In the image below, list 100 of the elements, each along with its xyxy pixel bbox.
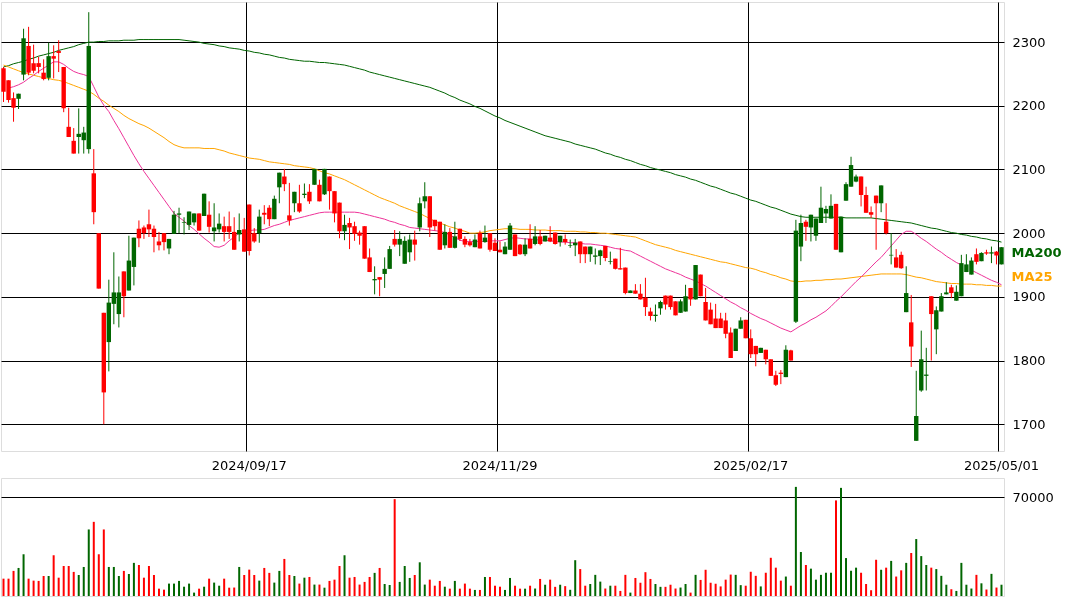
bar [609, 585, 612, 596]
y-tick-label: 1700 [1012, 416, 1046, 432]
bar [714, 583, 717, 596]
candlestick [181, 216, 187, 235]
bar [955, 590, 958, 596]
bar [624, 574, 627, 596]
bar [789, 585, 792, 596]
bar [504, 589, 507, 596]
bar [709, 582, 712, 596]
y-tick-label: 2100 [1012, 162, 1046, 177]
bar [22, 554, 25, 596]
bar [749, 571, 752, 596]
bar [719, 586, 722, 596]
bar [483, 576, 486, 596]
bar [840, 487, 843, 596]
bar [463, 583, 466, 596]
candlestick [56, 39, 61, 73]
bar [995, 587, 998, 596]
bar [37, 580, 40, 596]
bar [478, 589, 481, 596]
y-tick-label: 2000 [1012, 225, 1046, 241]
bar [398, 581, 401, 596]
bar [47, 575, 50, 596]
candlestick [387, 245, 392, 270]
bar [338, 565, 341, 596]
bar [754, 575, 757, 596]
candlestick [447, 227, 453, 249]
bar [248, 569, 251, 596]
bar [137, 564, 140, 596]
bar [799, 552, 802, 596]
bar [835, 500, 837, 596]
bar [900, 570, 903, 596]
bar [724, 579, 727, 596]
bar [970, 588, 973, 596]
candlestick [307, 183, 312, 205]
candlestick [878, 184, 884, 213]
bar [920, 556, 923, 596]
bar [263, 567, 266, 596]
bar [102, 529, 105, 596]
bar [428, 579, 431, 596]
candlestick [929, 295, 934, 362]
bar [313, 584, 316, 596]
bar [554, 586, 557, 596]
series-label: MA200 [1011, 245, 1062, 261]
bar [764, 572, 767, 596]
y-tick-label: 1800 [1012, 353, 1046, 369]
candlestick [277, 172, 282, 204]
bar [549, 579, 552, 596]
bar [639, 582, 642, 596]
bar [619, 590, 622, 596]
bar [980, 583, 983, 596]
bar [453, 580, 456, 596]
candlestick [156, 231, 162, 251]
bar [383, 584, 386, 596]
candlestick [893, 248, 899, 269]
candlestick [297, 184, 302, 214]
bar [514, 585, 517, 596]
bar [413, 574, 416, 596]
bar [644, 572, 647, 596]
bar [544, 584, 547, 596]
bar [945, 584, 948, 596]
bar [845, 558, 848, 596]
bar [183, 586, 186, 596]
bar [664, 586, 667, 596]
candlestick [161, 232, 167, 251]
bar [168, 583, 170, 596]
bar [112, 566, 115, 596]
bar [885, 567, 888, 596]
candlestick [327, 176, 332, 211]
bar [794, 486, 797, 596]
bar [850, 570, 853, 596]
bar [173, 583, 176, 596]
bar [960, 562, 963, 596]
bar [233, 587, 236, 596]
bar [509, 577, 512, 596]
bar [679, 587, 682, 596]
x-tick-label: 2024/11/29 [462, 457, 538, 473]
x-tick-label: 2025/05/01 [964, 457, 1039, 473]
candlestick [803, 219, 809, 242]
candlestick [412, 230, 417, 262]
bar [905, 562, 908, 596]
bar [328, 580, 331, 596]
candlestick [828, 193, 834, 220]
bar [769, 557, 772, 596]
bar [875, 559, 878, 596]
bar [162, 589, 165, 596]
bar [243, 574, 246, 596]
bar [283, 558, 286, 596]
bar [910, 553, 913, 596]
bar [880, 569, 883, 596]
bar [614, 585, 617, 596]
bar [819, 574, 822, 596]
bar [42, 575, 45, 596]
bar [669, 584, 672, 596]
bar [704, 569, 707, 596]
candlestick [221, 216, 227, 242]
bar [564, 586, 567, 596]
bar [865, 584, 868, 596]
bar [213, 582, 216, 596]
bar [268, 572, 271, 596]
